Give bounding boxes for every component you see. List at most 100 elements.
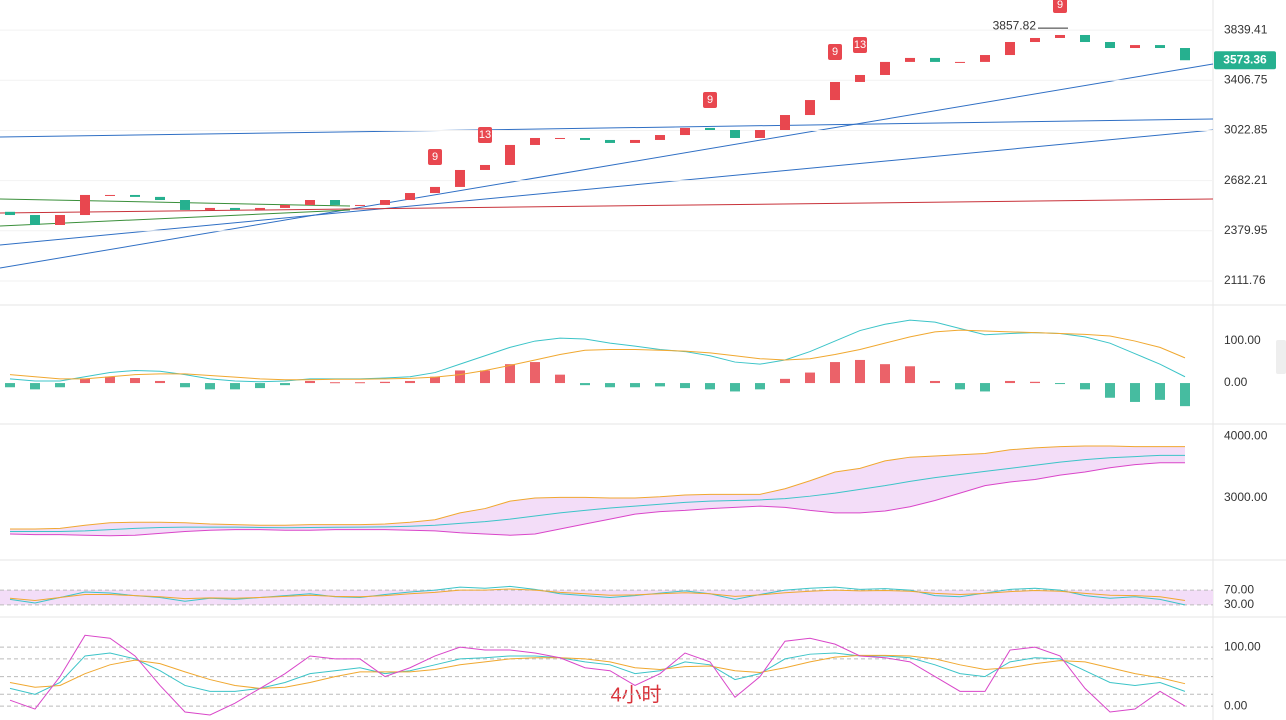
candle [1030,37,1040,43]
candle [955,61,965,63]
macd-bar [605,383,615,388]
candle [1180,48,1190,61]
macd-bar [555,374,565,384]
macd-bar [930,380,940,384]
macd-bar [905,366,915,384]
candle [130,194,140,197]
y-tick-label: 2682.21 [1224,173,1268,187]
macd-bar [580,383,590,386]
y-tick-label: 70.00 [1224,582,1254,596]
candle [30,215,40,225]
macd-bar [355,382,365,384]
candle [855,74,865,82]
y-tick-label: 3000.00 [1224,490,1268,504]
candle [1105,42,1115,49]
candle [1130,45,1140,49]
macd-bar [780,378,790,384]
y-tick-label: 100.00 [1224,639,1261,653]
macd-bar [530,362,540,384]
macd-bar [1105,383,1115,398]
macd-bar [55,383,65,388]
y-tick-label: 0.00 [1224,375,1248,389]
signal-label: 9 [432,151,438,163]
macd-bar [255,383,265,389]
candle [680,127,690,136]
indicator-line [10,445,1185,530]
candle [405,193,415,201]
y-tick-label: 3839.41 [1224,22,1268,36]
y-tick-label: 2111.76 [1224,273,1266,287]
macd-bar [30,383,40,390]
candle [605,139,615,143]
macd-bar [130,378,140,384]
signal-badge [828,43,842,60]
macd-bar [1055,383,1065,385]
macd-bar [955,383,965,390]
indicator-line [9,634,1186,716]
candle [805,100,815,116]
candle [830,81,840,101]
macd-bar [855,359,865,384]
candle [480,164,490,170]
candle [880,61,890,75]
candle [1005,42,1015,56]
indicator-line [9,588,1186,601]
candle [55,215,65,225]
signal-badge [853,36,867,53]
macd-bar [305,380,315,384]
signal-badge [703,92,717,109]
macd-bar [680,383,690,389]
indicator-line [9,462,1185,537]
macd-bar [830,362,840,384]
macd-bar [980,383,990,392]
candle [380,200,390,205]
candle [155,196,165,201]
macd-bar [455,370,465,384]
macd-bar [705,383,715,390]
candle [905,57,915,62]
macd-bar [180,383,190,388]
signal-label: 9 [707,94,713,106]
macd-bar [330,382,340,384]
y-tick-label: 30.00 [1224,597,1254,611]
signal-badge [478,126,492,143]
indicator-line [9,585,1186,606]
macd-bar [1005,380,1015,384]
candle [755,130,765,138]
side-handle[interactable] [1276,340,1286,374]
macd-bar [280,383,290,386]
y-tick-label: 100.00 [1224,333,1261,347]
indicator-line [10,454,1185,532]
macd-bar [755,383,765,390]
candle [280,204,290,208]
macd-bar [880,364,890,384]
candle [80,194,90,216]
candle [1155,45,1165,49]
macd-bar [80,378,90,384]
candle [980,55,990,62]
signal-label: 9 [832,46,838,58]
candle [430,186,440,194]
macd-bar [630,383,640,388]
candle [1055,34,1065,38]
y-tick-label: 2379.95 [1224,223,1268,237]
signal-label: 13 [854,39,866,51]
indicator-line [9,329,1186,381]
macd-bar [380,381,390,384]
indicator-line [9,652,1186,695]
high-label: 3857.82 [993,18,1037,32]
signal-label: 9 [1057,0,1063,11]
macd-bar [405,380,415,384]
signal-label: 13 [479,129,491,141]
candle [730,130,740,138]
y-tick-label: 3022.85 [1224,123,1268,137]
macd-bar [430,376,440,384]
candle [505,144,515,165]
price-tag-label: 3573.36 [1223,52,1267,66]
candle [655,135,665,140]
macd-bar [1080,383,1090,390]
candle [205,207,215,210]
trend-lines [0,63,1214,269]
macd-bar [1155,383,1165,400]
